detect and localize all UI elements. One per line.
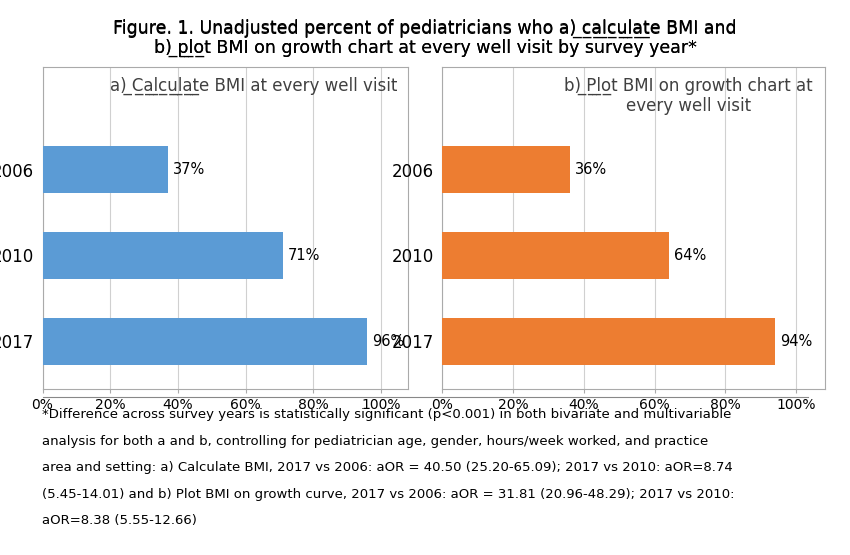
Text: a) ̲C̲a̲l̲c̲u̲l̲a̲t̲e BMI at every well visit: a) ̲C̲a̲l̲c̲u̲l̲a̲t̲e BMI at every well …: [110, 76, 397, 94]
Text: Figure. 1. Unadjusted percent of pediatricians who a) ̲c̲a̲l̲c̲u̲l̲a̲t̲e BMI and: Figure. 1. Unadjusted percent of pediatr…: [113, 19, 737, 38]
Bar: [42, 317, 367, 365]
Text: aOR=8.38 (5.55-12.66): aOR=8.38 (5.55-12.66): [42, 514, 197, 527]
Text: 64%: 64%: [674, 248, 706, 263]
Text: 37%: 37%: [173, 162, 205, 177]
Bar: [442, 232, 669, 279]
Text: b) ̲P̲l̲o̲t BMI on growth chart at
every well visit: b) ̲P̲l̲o̲t BMI on growth chart at every…: [564, 76, 813, 115]
Text: b) plot BMI on growth chart at every well visit by survey year*: b) plot BMI on growth chart at every wel…: [154, 39, 696, 57]
Text: 71%: 71%: [288, 248, 320, 263]
Text: 94%: 94%: [780, 334, 813, 349]
Text: 96%: 96%: [372, 334, 405, 349]
Bar: [442, 146, 570, 193]
Bar: [442, 317, 775, 365]
Text: *Difference across survey years is statistically significant (p<0.001) in both b: *Difference across survey years is stati…: [42, 408, 732, 421]
Text: area and setting: a) Calculate BMI, 2017 vs 2006: aOR = 40.50 (25.20-65.09); 201: area and setting: a) Calculate BMI, 2017…: [42, 461, 734, 474]
Text: Figure. 1. Unadjusted percent of pediatricians who a) calculate BMI and: Figure. 1. Unadjusted percent of pediatr…: [113, 19, 737, 37]
Bar: [42, 146, 167, 193]
Bar: [42, 232, 283, 279]
Text: (5.45-14.01) and b) Plot BMI on growth curve, 2017 vs 2006: aOR = 31.81 (20.96-4: (5.45-14.01) and b) Plot BMI on growth c…: [42, 488, 735, 501]
Text: analysis for both a and b, controlling for pediatrician age, gender, hours/week : analysis for both a and b, controlling f…: [42, 435, 709, 447]
Text: 36%: 36%: [575, 162, 607, 177]
Text: b) ̲p̲l̲o̲t BMI on growth chart at every well visit by survey year*: b) ̲p̲l̲o̲t BMI on growth chart at every…: [154, 39, 696, 57]
